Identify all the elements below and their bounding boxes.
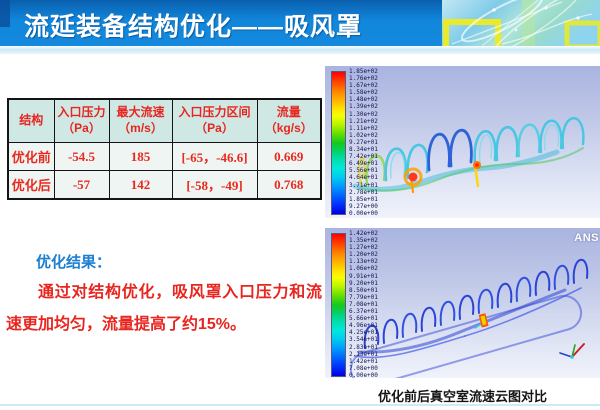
legend-value: 8.50e+01 [349, 286, 378, 294]
legend-value: 6.37e+01 [349, 308, 378, 316]
header-line1: 结构 [19, 113, 44, 128]
legend-labels-before: 1.85e+02 1.76e+02 1.67e+02 1.58e+02 1.48e+02… [349, 68, 399, 217]
legend-value: 1.35e+02 [349, 237, 378, 245]
legend-value: 2.13e+01 [349, 350, 378, 358]
legend-value: 3.71e+01 [349, 181, 378, 189]
legend-value: 7.08e+00 [349, 364, 378, 372]
figure-caption: 优化前后真空室流速云图对比 [377, 389, 547, 404]
legend-value: 1.58e+02 [349, 89, 378, 97]
legend-value: 1.39e+02 [349, 103, 378, 111]
header-corner-accent [0, 0, 10, 27]
legend-value: 1.42e+01 [349, 357, 378, 365]
max-velocity-cell: 142 [108, 170, 173, 200]
legend-value: 2.78e+01 [349, 188, 378, 196]
velocity-legend-after: 1.42e+02 1.35e+02 1.27e+02 1.20e+02 1.13e+02… [331, 230, 401, 378]
legend-value: 5.56e+01 [349, 167, 378, 175]
header-line1: 入口压力区间 [178, 105, 251, 120]
legend-value: 7.42e+01 [349, 153, 378, 161]
row-label-cell: 优化前 [7, 142, 55, 171]
legend-value: 4.96e+01 [349, 322, 378, 330]
cfd-figure-before: 1.85e+02 1.76e+02 1.67e+02 1.58e+02 1.48e+02… [325, 66, 600, 218]
legend-value: 1.42e+02 [349, 230, 378, 237]
inlet-pressure-cell: -57 [53, 170, 110, 200]
legend-value: 1.02e+02 [349, 131, 378, 139]
colorbar-after [331, 233, 346, 377]
flow-rate-cell: 0.669 [256, 142, 322, 171]
table-header-row: 结构 入口压力 （Pa） 最大流速 （m/s） 入口压力区间 （Pa） 流量 （… [7, 98, 322, 143]
legend-value: 5.66e+01 [349, 315, 378, 323]
legend-value: 1.48e+02 [349, 96, 378, 104]
header-line2: （m/s） [118, 121, 163, 135]
legend-value: 1.76e+02 [349, 75, 378, 83]
legend-value: 3.54e+01 [349, 336, 378, 344]
velocity-legend-before: 1.85e+02 1.76e+02 1.67e+02 1.58e+02 1.48e+02… [331, 68, 401, 217]
header-line2: （kg/s） [264, 121, 313, 135]
max-velocity-cell: 185 [108, 142, 173, 171]
slide-title: 流延装备结构优化——吸风罩 [24, 13, 363, 41]
legend-value: 1.85e+02 [349, 68, 378, 75]
table-row: 优化后 -57 142 [-58，-49] 0.768 [7, 170, 322, 200]
legend-value: 2.83e+01 [349, 343, 378, 351]
colorbar-before [331, 71, 346, 215]
pressure-range-cell: [-65，-46.6] [171, 142, 258, 171]
legend-value: 9.27e+00 [349, 202, 378, 210]
leaf-decoration-graphic [442, 0, 600, 46]
table-header-cell: 最大流速 （m/s） [108, 98, 173, 143]
legend-value: 9.20e+01 [349, 279, 378, 287]
legend-value: 1.11e+02 [349, 124, 378, 132]
table-header: 结构 入口压力 （Pa） 最大流速 （m/s） 入口压力区间 （Pa） 流量 （… [7, 98, 322, 143]
legend-value: 1.13e+02 [349, 258, 378, 266]
result-body-text: 通过对结构优化，吸风罩入口压力和流速更加均匀，流量提高了约15%。 [6, 284, 322, 333]
legend-value: 0.00e+00 [349, 209, 378, 217]
table-body: 优化前 -54.5 185 [-65，-46.6] 0.669 优化后 -57 … [7, 142, 322, 200]
cfd-figure-after: ANS 1.42e+02 1.35e+02 1.27e+02 1.20e+02 1.13… [325, 228, 600, 378]
table-header-cell: 入口压力区间 （Pa） [171, 98, 258, 143]
legend-value: 9.91e+01 [349, 272, 378, 280]
legend-value: 1.85e+01 [349, 195, 378, 203]
header-separator [0, 46, 600, 54]
legend-value: 1.27e+02 [349, 244, 378, 252]
legend-value: 8.34e+01 [349, 146, 378, 154]
pressure-range-cell: [-58，-49] [171, 170, 258, 200]
header-line2: （Pa） [62, 121, 101, 135]
streamlines-after-graphic [349, 258, 589, 378]
inlet-pressure-cell: -54.5 [53, 142, 110, 171]
table-header-cell: 结构 [7, 98, 55, 143]
row-label-cell: 优化后 [7, 170, 55, 200]
header-decoration [442, 0, 600, 46]
legend-labels-after: 1.42e+02 1.35e+02 1.27e+02 1.20e+02 1.13e+02… [349, 230, 399, 378]
legend-value: 4.64e+01 [349, 174, 378, 182]
table-header-cell: 流量 （kg/s） [256, 98, 322, 143]
header-line1: 入口压力 [57, 105, 106, 120]
legend-value: 0.00e+00 [349, 371, 378, 378]
ansys-watermark: ANS [574, 232, 599, 244]
header-line2: （Pa） [195, 121, 234, 135]
header-line1: 最大流速 [116, 105, 165, 120]
result-heading: 优化结果： [36, 254, 112, 271]
streamlines-before-graphic [352, 117, 585, 194]
legend-value: 4.25e+01 [349, 329, 378, 337]
table-header-cell: 入口压力 （Pa） [53, 98, 110, 143]
axis-triad-icon [559, 343, 585, 359]
legend-value: 7.79e+01 [349, 293, 378, 301]
legend-value: 1.67e+02 [349, 82, 378, 90]
legend-value: 7.08e+01 [349, 300, 378, 308]
legend-value: 1.21e+02 [349, 117, 378, 125]
header-band: 流延装备结构优化——吸风罩 [0, 0, 600, 46]
legend-value: 9.27e+01 [349, 138, 378, 146]
flow-rate-cell: 0.768 [256, 170, 322, 200]
legend-value: 6.49e+01 [349, 160, 378, 168]
legend-value: 1.30e+02 [349, 110, 378, 118]
legend-value: 1.06e+02 [349, 265, 378, 273]
bottom-separator [0, 404, 600, 406]
legend-value: 1.20e+02 [349, 251, 378, 259]
header-line1: 流量 [276, 105, 301, 120]
optimization-results-table: 结构 入口压力 （Pa） 最大流速 （m/s） 入口压力区间 （Pa） 流量 （… [7, 98, 322, 200]
table-row: 优化前 -54.5 185 [-65，-46.6] 0.669 [7, 142, 322, 171]
